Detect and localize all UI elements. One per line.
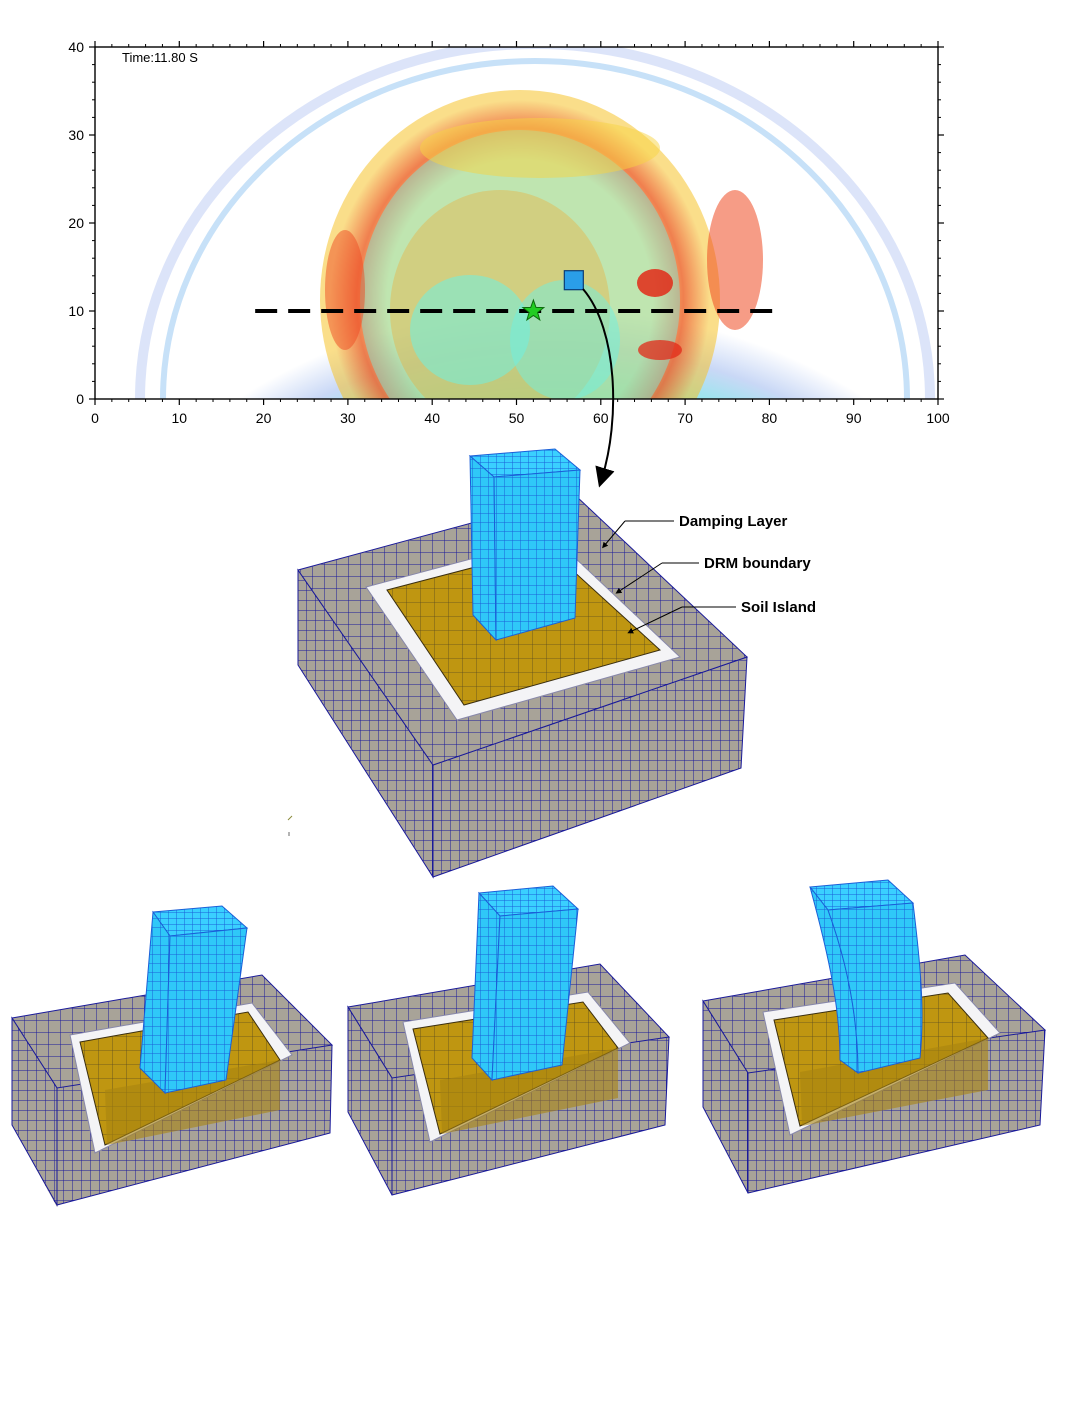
time-label: Time:11.80 S (122, 50, 198, 65)
site-marker (563, 270, 584, 291)
zoom-arrow (582, 288, 615, 488)
y-tick-label: 10 (68, 303, 84, 319)
wavefield-plot: 0 10 20 30 40 50 60 70 80 90 100 0 10 20 30 40 Time:11.… (68, 39, 949, 426)
x-tick-label: 40 (424, 410, 440, 426)
axis-ticks: 0 10 20 30 40 50 60 70 80 90 100 0 10 20 30 40 (68, 39, 949, 426)
x-tick-label: 90 (846, 410, 862, 426)
x-tick-label: 60 (593, 410, 609, 426)
x-tick-label: 100 (926, 410, 950, 426)
star-icon (521, 298, 546, 322)
building-front-face (493, 469, 581, 641)
x-tick-label: 70 (677, 410, 693, 426)
y-tick-label: 20 (68, 215, 84, 231)
y-tick-label: 0 (76, 391, 84, 407)
building-left-face (469, 454, 497, 642)
axis-triad-icon (287, 815, 293, 836)
x-tick-label: 80 (762, 410, 778, 426)
y-tick-label: 30 (68, 127, 84, 143)
drm-boundary-label: DRM boundary (704, 555, 811, 572)
x-tick-label: 20 (256, 410, 272, 426)
snapshot-1 (11, 905, 334, 1207)
snapshot-3 (702, 879, 1047, 1194)
damping-layer-label: Damping Layer (679, 513, 788, 530)
x-tick-label: 10 (172, 410, 188, 426)
x-tick-label: 50 (509, 410, 525, 426)
x-tick-label: 0 (91, 410, 99, 426)
soil-island-label: Soil Island (741, 599, 816, 616)
soil-structure-model: Damping Layer DRM boundary Soil Island (297, 448, 816, 879)
x-tick-label: 30 (340, 410, 356, 426)
y-tick-label: 40 (68, 39, 84, 55)
snapshot-2 (347, 885, 671, 1196)
